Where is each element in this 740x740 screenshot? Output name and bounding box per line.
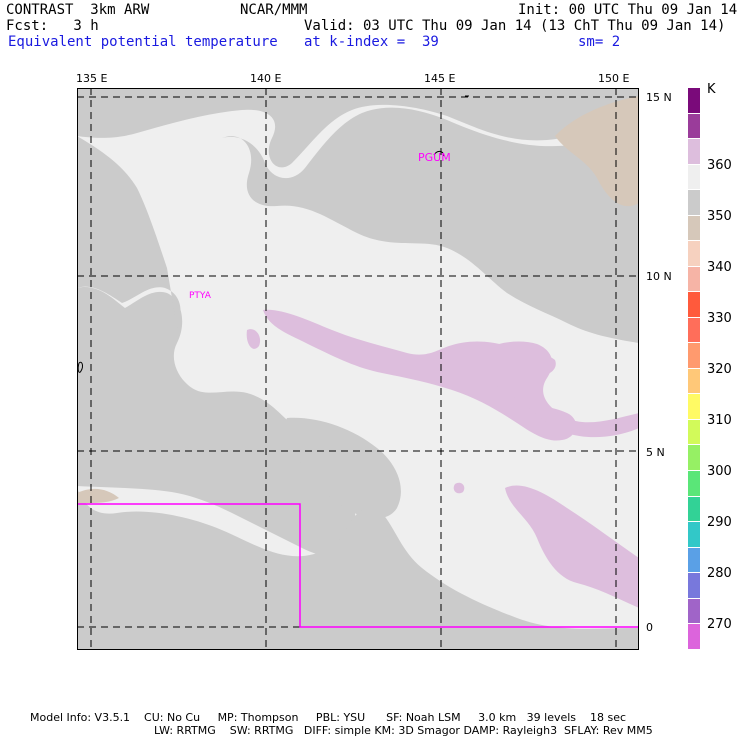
legend-swatch	[688, 547, 700, 574]
valid-time: Valid: 03 UTC Thu 09 Jan 14 (13 ChT Thu …	[304, 18, 726, 34]
legend-swatch	[688, 573, 700, 599]
legend-swatch	[688, 419, 700, 446]
lat-label-0: 0	[646, 621, 653, 634]
theta-e-360-dot-2	[453, 482, 465, 494]
nested-domain-outline	[77, 503, 639, 628]
lon-label-150: 150 E	[598, 72, 630, 85]
org-label: NCAR/MMM	[240, 2, 308, 18]
legend-label-320: 320	[707, 362, 732, 377]
legend-label-360: 360	[707, 158, 732, 173]
lat-label-15n: 15 N	[646, 91, 672, 104]
legend-label-310: 310	[707, 413, 732, 428]
station-label-ptya: PTYA	[189, 291, 212, 301]
legend-swatch	[688, 368, 700, 395]
theta-e-350-region-central	[222, 88, 639, 343]
legend-swatch	[688, 215, 700, 242]
model-title: CONTRAST 3km ARW	[6, 2, 150, 18]
legend-swatch	[688, 496, 700, 523]
station-label-pgum: PGUM	[418, 151, 451, 164]
legend-unit: K	[707, 82, 716, 97]
theta-e-360-region-southeast	[505, 485, 639, 608]
map-canvas: PGUM PTYA	[77, 88, 639, 650]
legend-swatch	[688, 266, 700, 293]
legend-label-270: 270	[707, 617, 732, 632]
legend-swatch	[688, 292, 700, 318]
footer-model-info: Model Info: V3.5.1 CU: No Cu MP: Thompso…	[30, 711, 627, 724]
legend-swatch	[688, 445, 700, 471]
footer-physics-info: LW: RRTMG SW: RRTMG DIFF: simple KM: 3D …	[154, 724, 653, 737]
color-legend	[688, 88, 700, 650]
forecast-hour: Fcst: 3 h	[6, 18, 99, 34]
legend-swatch	[688, 190, 700, 216]
theta-e-340-region-southwest	[77, 488, 119, 504]
lon-label-135: 135 E	[76, 72, 108, 85]
legend-swatch	[688, 164, 700, 191]
theta-e-350-region-west	[77, 287, 356, 557]
smoothing-label: sm= 2	[578, 34, 621, 50]
level-label: at k-index = 39	[304, 34, 439, 50]
legend-swatch	[688, 470, 700, 497]
legend-swatch	[688, 113, 700, 140]
theta-e-350-region-north-west	[77, 136, 181, 328]
map-border	[77, 88, 639, 650]
theta-e-350-region-south	[77, 488, 639, 650]
init-time: Init: 00 UTC Thu 09 Jan 14	[518, 2, 738, 18]
legend-swatch	[688, 317, 700, 344]
theta-e-360-dot-1	[246, 329, 261, 349]
legend-swatch	[688, 598, 700, 625]
legend-swatch	[688, 139, 700, 165]
legend-label-280: 280	[707, 566, 732, 581]
legend-label-330: 330	[707, 311, 732, 326]
lon-label-145: 145 E	[424, 72, 456, 85]
field-name: Equivalent potential temperature	[8, 34, 278, 50]
legend-swatch	[688, 241, 700, 267]
lon-label-140: 140 E	[250, 72, 282, 85]
theta-e-350-region-island	[284, 417, 401, 519]
legend-label-340: 340	[707, 260, 732, 275]
island-coastline-west	[77, 361, 83, 373]
legend-swatch	[688, 343, 700, 369]
lat-label-10n: 10 N	[646, 270, 672, 283]
theta-e-360-region-east	[472, 341, 639, 438]
lat-label-5n: 5 N	[646, 446, 665, 459]
guam-coastline	[433, 150, 445, 157]
legend-label-300: 300	[707, 464, 732, 479]
theta-e-350-region-north	[77, 88, 639, 168]
legend-label-290: 290	[707, 515, 732, 530]
legend-swatch	[688, 394, 700, 420]
legend-swatch	[688, 624, 700, 650]
theta-e-340-region-northeast	[555, 96, 639, 207]
map-panel: PGUM PTYA	[77, 88, 639, 650]
legend-label-350: 350	[707, 209, 732, 224]
legend-swatch	[688, 88, 700, 114]
theta-e-360-band	[263, 309, 577, 441]
legend-swatch	[688, 522, 700, 548]
